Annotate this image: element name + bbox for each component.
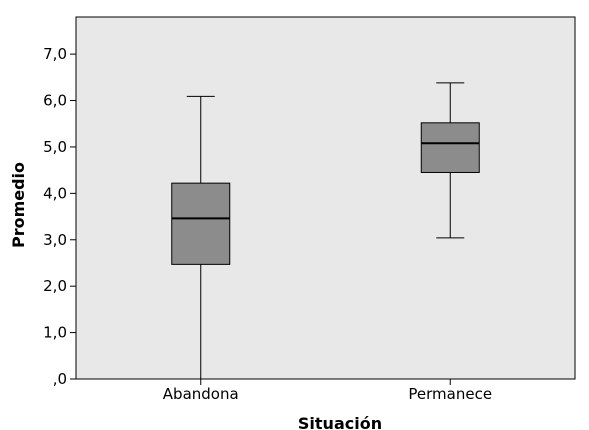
box-series	[171, 82, 480, 380]
x-tick-label: Permanece	[408, 385, 492, 403]
plot-area	[75, 16, 576, 380]
x-tick-label: Abandona	[163, 385, 239, 403]
x-axis-title: Situación	[298, 414, 382, 430]
y-tick-label: 1,0	[43, 324, 67, 342]
y-tick-label: 6,0	[43, 92, 67, 110]
y-tick-label: 3,0	[43, 231, 67, 249]
iqr-box	[420, 122, 480, 173]
y-axis: ,0 1,0 2,0 3,0 4,0 5,0 6,0 7,0	[43, 45, 76, 388]
y-tick-label: 5,0	[43, 138, 67, 156]
iqr-box	[171, 182, 231, 265]
y-tick-label: ,0	[53, 370, 67, 388]
y-tick-label: 4,0	[43, 184, 67, 202]
y-axis-title: Promedio	[9, 162, 28, 248]
x-axis: Abandona Permanece	[163, 379, 492, 403]
y-tick-label: 2,0	[43, 277, 67, 295]
box-abandona	[171, 95, 231, 380]
y-tick-label: 7,0	[43, 45, 67, 63]
box-permanece	[420, 82, 480, 239]
